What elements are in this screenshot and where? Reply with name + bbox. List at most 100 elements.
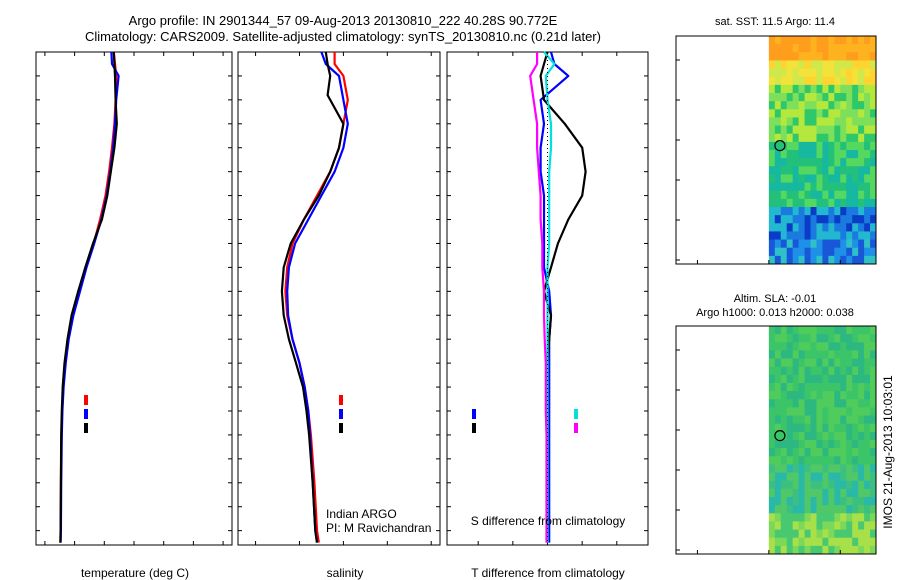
sla_map-cell (828, 545, 835, 555)
sla_map-cell (810, 480, 817, 490)
sst_map-cell (828, 158, 835, 167)
sst_map-cell (786, 125, 794, 135)
legend-swatch (84, 409, 88, 419)
sla_map-cell (828, 391, 835, 400)
sst_map-cell (822, 76, 829, 86)
sla_map-cell (804, 423, 811, 433)
sst_map-cell (870, 60, 877, 69)
sla_map-cell (828, 415, 835, 425)
sst_map-cell (774, 215, 782, 224)
sst_map-cell (798, 198, 805, 208)
sst_map-cell (870, 190, 877, 200)
sst_map-cell (792, 239, 800, 249)
sla_map-cell (864, 383, 871, 392)
sst_map-cell (864, 60, 871, 69)
sla_map-cell (834, 334, 841, 343)
sst_map-cell (774, 166, 782, 175)
sla_map-cell (846, 391, 853, 400)
sla_map-cell (804, 415, 811, 425)
sla_map-cell (822, 358, 829, 368)
sla_map-cell (858, 383, 865, 392)
sst_map-cell (786, 36, 794, 45)
sst_map-cell (768, 93, 776, 102)
sst_map-cell (816, 247, 823, 257)
sst_map-cell (780, 239, 788, 249)
sst_map-cell (804, 158, 811, 167)
sla_map-cell (864, 407, 871, 416)
sla_map-cell (768, 440, 776, 449)
sla_map-cell (870, 521, 877, 530)
sla_map-cell (816, 342, 823, 351)
sla_map-cell (816, 350, 823, 359)
sla_map-cell (840, 456, 847, 465)
sla_map-cell (810, 383, 817, 392)
sla_map-cell (792, 521, 800, 530)
sst_map-cell (828, 141, 835, 151)
sla_map-cell (870, 440, 877, 449)
sst_map-cell (846, 36, 853, 45)
sla_map-cell (834, 407, 841, 416)
sla_map-cell (804, 350, 811, 359)
sla_map-cell (828, 350, 835, 359)
sla_map-cell (804, 342, 811, 351)
sst_map-cell (804, 239, 811, 249)
sla_map-cell (774, 488, 782, 498)
sst_map-cell (780, 68, 788, 78)
sla_map-cell (774, 374, 782, 384)
sla_map-cell (786, 480, 794, 490)
sst_map-cell (798, 36, 805, 45)
sst_map-cell (834, 174, 841, 183)
sla_map-cell (846, 350, 853, 359)
sst_map-cell (852, 117, 859, 126)
sst_map-cell (774, 93, 782, 102)
sla_map-cell (828, 383, 835, 392)
sst_map-cell (858, 198, 865, 208)
sst_map-cell (870, 158, 877, 167)
sla_map-cell (828, 423, 835, 433)
sst_map-cell (774, 60, 782, 69)
sla_map-cell (798, 488, 805, 498)
sla_map-cell (810, 497, 817, 506)
sst_map-cell (768, 117, 776, 126)
sst_map-cell (822, 93, 829, 102)
sst_map-cell (804, 133, 811, 143)
sla_map-cell (810, 513, 817, 522)
sst_map-cell (774, 174, 782, 183)
sst_map-cell (828, 174, 835, 183)
sla_map-cell (822, 415, 829, 425)
sst_map-cell (768, 109, 776, 118)
sla_map-cell (792, 399, 800, 408)
sst_map-cell (828, 198, 835, 208)
sst_map-cell (870, 207, 877, 216)
sst_map-cell (774, 223, 782, 232)
sla_map-cell (816, 505, 823, 514)
sla_map-cell (870, 456, 877, 465)
sst_map-cell (852, 101, 859, 110)
sla_map-cell (798, 366, 805, 376)
sla_map-cell (870, 366, 877, 376)
sst_map-cell (858, 207, 865, 216)
sst_map-cell (846, 247, 853, 257)
sst_map-cell (774, 239, 782, 249)
sst_map-cell (810, 93, 817, 102)
sst_map-cell (864, 68, 871, 78)
sla_map-cell (804, 383, 811, 392)
sla_map-cell (780, 497, 788, 506)
sst_map-cell (816, 190, 823, 200)
sst_map-cell (798, 190, 805, 200)
sst_map-cell (780, 44, 788, 53)
sla_map-cell (786, 366, 794, 376)
sla_map-cell (816, 472, 823, 482)
sla_map-cell (810, 521, 817, 530)
sla_map-cell (822, 350, 829, 359)
sst_map-cell (792, 150, 800, 159)
sla_map-cell (810, 366, 817, 376)
sst_map-cell (840, 182, 847, 192)
sla_map-cell (864, 529, 871, 539)
sla_map-cell (852, 374, 859, 384)
sla_map-cell (834, 399, 841, 408)
sst-map-title: sat. SST: 11.5 Argo: 11.4 (715, 16, 835, 28)
sla_map-cell (834, 448, 841, 457)
difference-series-line (543, 51, 556, 543)
sst_map-cell (852, 76, 859, 86)
